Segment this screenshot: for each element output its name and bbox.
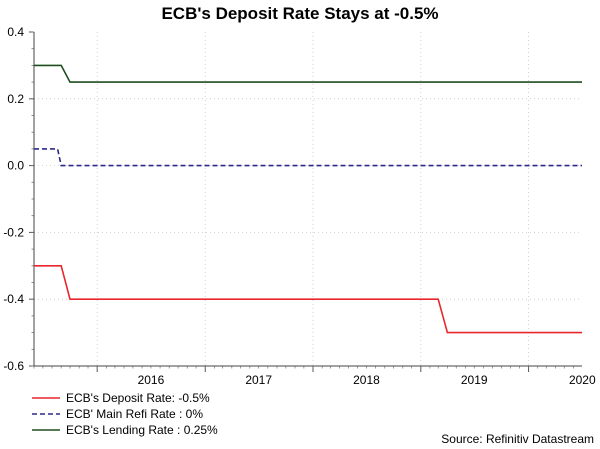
legend-item-main-refi-rate: ECB' Main Refi Rate : 0% bbox=[32, 406, 218, 422]
source-note: Source: Refinitiv Datastream bbox=[441, 432, 594, 446]
axes: 0.4 0.2 0.0 -0.2 -0.4 -0.6 2016 2017 2018 2019 202… bbox=[3, 25, 596, 387]
grid bbox=[34, 32, 582, 366]
legend: ECB's Deposit Rate: -0.5% ECB' Main Refi… bbox=[32, 390, 218, 438]
legend-label-lending-rate: ECB's Lending Rate : 0.25% bbox=[66, 423, 218, 437]
legend-swatch-main-refi-rate bbox=[32, 413, 60, 415]
x-tick-label: 2017 bbox=[245, 373, 272, 387]
y-tick-label: -0.2 bbox=[3, 225, 24, 239]
series-line-1 bbox=[34, 148, 582, 167]
chart-title: ECB's Deposit Rate Stays at -0.5% bbox=[161, 4, 439, 23]
x-tick-label: 2018 bbox=[353, 373, 380, 387]
legend-label-deposit-rate: ECB's Deposit Rate: -0.5% bbox=[66, 391, 210, 405]
series-line-0 bbox=[34, 264, 582, 334]
legend-item-lending-rate: ECB's Lending Rate : 0.25% bbox=[32, 422, 218, 438]
series-line-2 bbox=[34, 64, 582, 83]
legend-label-main-refi-rate: ECB' Main Refi Rate : 0% bbox=[66, 407, 204, 421]
x-tick-label: 2020 bbox=[569, 373, 596, 387]
y-tick-label: -0.6 bbox=[3, 359, 24, 373]
y-tick-label: -0.4 bbox=[3, 292, 24, 306]
x-tick-label: 2019 bbox=[461, 373, 488, 387]
legend-item-deposit-rate: ECB's Deposit Rate: -0.5% bbox=[32, 390, 218, 406]
legend-swatch-deposit-rate bbox=[32, 397, 60, 399]
y-tick-label: 0.4 bbox=[7, 25, 24, 39]
legend-swatch-lending-rate bbox=[32, 429, 60, 431]
y-tick-label: 0.0 bbox=[7, 159, 24, 173]
series-lines bbox=[34, 64, 582, 334]
x-tick-label: 2016 bbox=[138, 373, 165, 387]
y-tick-label: 0.2 bbox=[7, 92, 24, 106]
